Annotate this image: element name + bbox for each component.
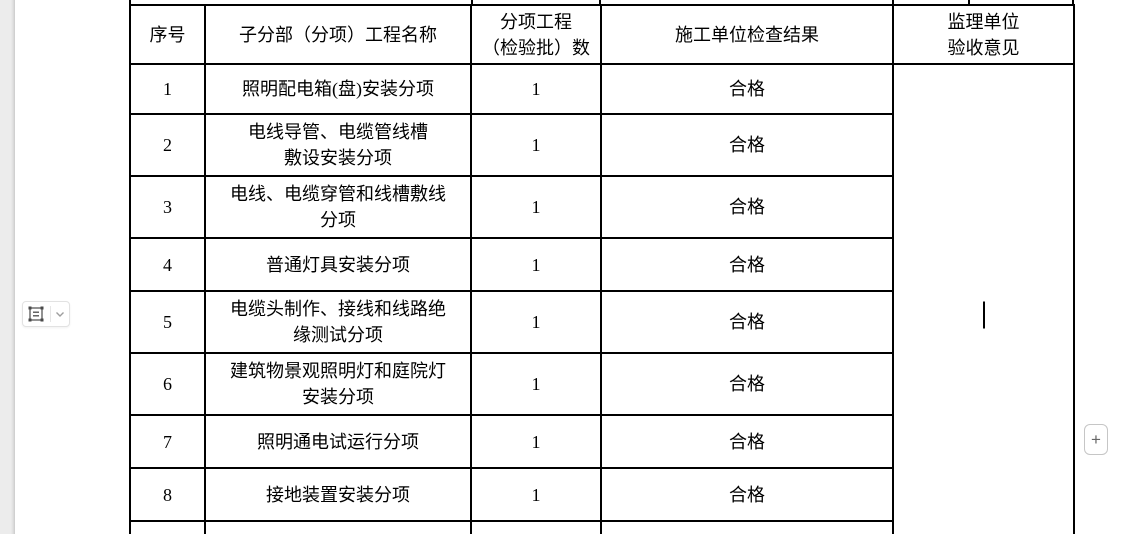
table-row: 4 普通灯具安装分项 1 合格 — [129, 237, 1074, 292]
table-row: 7 照明通电试运行分项 1 合格 — [129, 414, 1074, 469]
cell-count[interactable]: 1 — [470, 237, 602, 292]
table-row: 8 接地装置安装分项 1 合格 — [129, 467, 1074, 522]
cell-name[interactable]: 照明配电箱(盘)安装分项 — [204, 63, 472, 115]
cell-result[interactable]: 合格 — [600, 175, 894, 239]
table-border-stub — [599, 0, 601, 6]
cell-count[interactable]: 1 — [470, 290, 602, 354]
cell-name[interactable]: 电线、电缆穿管和线槽敷线 分项 — [204, 175, 472, 239]
col-header-name[interactable]: 子分部（分项）工程名称 — [204, 4, 472, 65]
text-cursor — [982, 301, 985, 328]
cell-name[interactable] — [204, 520, 472, 534]
table-row: 2 电线导管、电缆管线槽 敷设安装分项 1 合格 — [129, 113, 1074, 177]
cell-name[interactable]: 电缆头制作、接线和线路绝 缘测试分项 — [204, 290, 472, 354]
cell-count[interactable]: 1 — [470, 414, 602, 469]
table-border-stub — [471, 0, 473, 6]
cell-seq[interactable]: 4 — [129, 237, 206, 292]
cell-result[interactable]: 合格 — [600, 63, 894, 115]
cell-seq[interactable]: 7 — [129, 414, 206, 469]
col-header-count[interactable]: 分项工程 （检验批）数 — [470, 4, 602, 65]
table-tool-popup[interactable] — [22, 301, 70, 327]
table-row: 3 电线、电缆穿管和线槽敷线 分项 1 合格 — [129, 175, 1074, 239]
table-border-stub — [968, 0, 970, 6]
col-header-opinion[interactable]: 监理单位 验收意见 — [892, 4, 1075, 65]
table-row: 6 建筑物景观照明灯和庭院灯 安装分项 1 合格 — [129, 352, 1074, 416]
cell-result[interactable]: 合格 — [600, 113, 894, 177]
cell-count[interactable] — [470, 520, 602, 534]
cell-seq[interactable]: 6 — [129, 352, 206, 416]
col-header-seq[interactable]: 序号 — [129, 4, 206, 65]
table-row: 1 照明配电箱(盘)安装分项 1 合格 — [129, 63, 1075, 534]
page-left-gutter — [0, 0, 15, 534]
cell-name[interactable]: 照明通电试运行分项 — [204, 414, 472, 469]
add-row-button[interactable]: + — [1084, 424, 1108, 455]
cell-name[interactable]: 接地装置安装分项 — [204, 467, 472, 522]
cell-seq[interactable]: 5 — [129, 290, 206, 354]
cell-result[interactable]: 合格 — [600, 414, 894, 469]
toolbar-divider — [49, 306, 51, 322]
cell-seq[interactable]: 8 — [129, 467, 206, 522]
col-header-result[interactable]: 施工单位检查结果 — [600, 4, 894, 65]
cell-name[interactable]: 电线导管、电缆管线槽 敷设安装分项 — [204, 113, 472, 177]
cell-result[interactable]: 合格 — [600, 352, 894, 416]
table-border-stub — [892, 0, 894, 6]
cell-supervision-opinion[interactable] — [892, 63, 1075, 534]
plus-icon: + — [1091, 430, 1101, 449]
acceptance-table-wrap: 序号 子分部（分项）工程名称 分项工程 （检验批）数 施工单位检查结果 监理单位… — [129, 4, 1079, 534]
cell-seq[interactable] — [129, 520, 206, 534]
cell-count[interactable]: 1 — [470, 63, 602, 115]
chevron-down-icon[interactable] — [55, 311, 65, 318]
table-border-stub — [1072, 0, 1074, 6]
cell-seq[interactable]: 1 — [129, 63, 206, 115]
cell-count[interactable]: 1 — [470, 175, 602, 239]
table-border-stub — [129, 0, 131, 6]
cell-name[interactable]: 普通灯具安装分项 — [204, 237, 472, 292]
cell-result[interactable]: 合格 — [600, 467, 894, 522]
acceptance-table: 序号 子分部（分项）工程名称 分项工程 （检验批）数 施工单位检查结果 监理单位… — [129, 4, 1075, 534]
table-row: 5 电缆头制作、接线和线路绝 缘测试分项 1 合格 — [129, 290, 1074, 354]
cell-seq[interactable]: 3 — [129, 175, 206, 239]
table-select-icon[interactable] — [27, 305, 45, 323]
cell-count[interactable]: 1 — [470, 467, 602, 522]
table-row — [129, 520, 1074, 534]
cell-result[interactable]: 合格 — [600, 290, 894, 354]
cell-count[interactable]: 1 — [470, 113, 602, 177]
cell-result[interactable] — [600, 520, 894, 534]
cell-name[interactable]: 建筑物景观照明灯和庭院灯 安装分项 — [204, 352, 472, 416]
table-header-row: 序号 子分部（分项）工程名称 分项工程 （检验批）数 施工单位检查结果 监理单位… — [129, 4, 1075, 65]
cell-result[interactable]: 合格 — [600, 237, 894, 292]
cell-count[interactable]: 1 — [470, 352, 602, 416]
cell-seq[interactable]: 2 — [129, 113, 206, 177]
